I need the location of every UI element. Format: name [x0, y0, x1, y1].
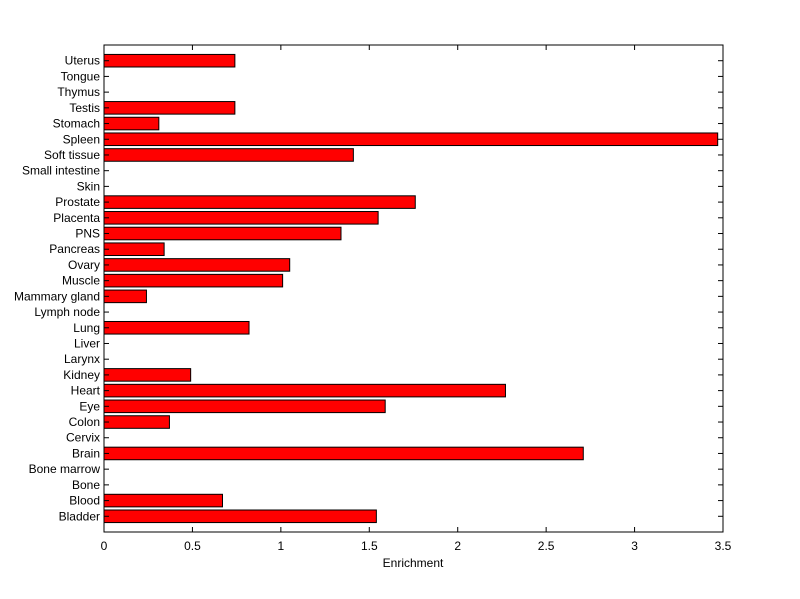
- bar-prostate: [103, 195, 416, 209]
- y-tick-label: Bone: [72, 478, 100, 492]
- y-tick-label: Heart: [71, 384, 101, 398]
- plot-frame: [103, 44, 724, 533]
- y-tick-label: Lymph node: [34, 305, 100, 319]
- bar-colon: [103, 415, 170, 429]
- y-tick-label: Brain: [72, 446, 100, 460]
- y-tick-label: Pancreas: [49, 242, 100, 256]
- bar-pancreas: [103, 242, 165, 257]
- bar-lung: [103, 320, 250, 335]
- x-tick-label: 3.5: [715, 539, 732, 553]
- bar-ovary: [103, 258, 291, 272]
- y-tick-label: Liver: [74, 336, 100, 350]
- bar-eye: [103, 399, 386, 414]
- bar-mammary-gland: [103, 289, 147, 304]
- x-tick-label: 1: [278, 539, 285, 553]
- y-tick-label: Soft tissue: [44, 148, 100, 162]
- x-tick-group: 0 0.5 1 1.5 2 2.5 3 3.5: [101, 45, 732, 553]
- x-tick-label: 3: [631, 539, 638, 553]
- bar-brain: [103, 446, 584, 461]
- y-tick-label: Prostate: [55, 195, 100, 209]
- bar-uterus: [103, 53, 236, 68]
- x-axis-label: Enrichment: [383, 556, 444, 570]
- bar-bladder: [103, 509, 377, 524]
- y-tick-label: Small intestine: [22, 164, 100, 178]
- bar-muscle: [103, 273, 284, 288]
- y-tick-label: Blood: [69, 494, 100, 508]
- bar-soft-tissue: [103, 148, 354, 162]
- bar-testis: [103, 101, 236, 115]
- bar-blood: [103, 493, 223, 508]
- bar-pns: [103, 226, 342, 241]
- y-tick-label: Muscle: [62, 274, 100, 288]
- y-tick-label: Tongue: [61, 69, 101, 83]
- y-tick-label: Thymus: [57, 85, 100, 99]
- y-tick-label: Bone marrow: [29, 462, 101, 476]
- bar-stomach: [103, 116, 160, 131]
- x-tick-label: 1.5: [361, 539, 378, 553]
- x-tick-label: 2.5: [538, 539, 555, 553]
- y-tick-label: Placenta: [53, 211, 100, 225]
- y-tick-label: Eye: [79, 399, 100, 413]
- x-tick-label: 0: [101, 539, 108, 553]
- y-tick-label: Testis: [69, 101, 100, 115]
- x-tick-label: 0.5: [184, 539, 201, 553]
- y-tick-label: Larynx: [64, 352, 100, 366]
- y-tick-label: Lung: [73, 321, 100, 335]
- y-tick-label: Skin: [77, 179, 100, 193]
- bar-spleen: [103, 132, 719, 147]
- y-tick-label: Spleen: [63, 132, 100, 146]
- y-tick-label: Cervix: [66, 431, 100, 445]
- y-tick-label: Ovary: [68, 258, 100, 272]
- y-tick-label: Stomach: [53, 117, 100, 131]
- y-tick-label: Mammary gland: [14, 289, 100, 303]
- y-tick-label: Bladder: [59, 509, 100, 523]
- bar-kidney: [103, 368, 192, 382]
- y-tick-label: Kidney: [63, 368, 100, 382]
- y-tick-label: PNS: [75, 227, 100, 241]
- bar-heart: [103, 383, 506, 398]
- bar-placenta: [103, 211, 379, 225]
- y-tick-label: Uterus: [65, 54, 100, 68]
- x-tick-label: 2: [454, 539, 461, 553]
- y-tick-label: Colon: [69, 415, 100, 429]
